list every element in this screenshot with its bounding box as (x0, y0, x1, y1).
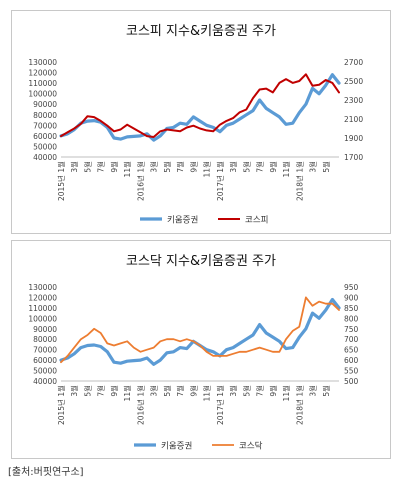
kosdaq-x-tick-label: 7월 (255, 385, 265, 397)
kosdaq-chart-svg: 코스닥 지수&키움증권 주가40000500006000070000800009… (28, 254, 359, 452)
source-caption: [출처:버핏연구소] (8, 467, 84, 478)
kospi-x-tick-label: 7월 (96, 161, 106, 173)
kospi-x-tick-label: 3월 (149, 161, 159, 173)
kosdaq-left-tick-label: 120000 (28, 293, 57, 302)
kosdaq-right-tick-label: 700 (344, 335, 359, 344)
kospi-right-tick-label: 2500 (344, 77, 363, 86)
kospi-x-tick-label: 9월 (268, 161, 278, 173)
kosdaq-left-tick-label: 110000 (28, 304, 57, 313)
kosdaq-series-kiwoom-line (59, 297, 341, 366)
kospi-x-tick-label: 7월 (175, 161, 185, 173)
kospi-left-tick-label: 70000 (33, 121, 57, 130)
kospi-chart-panel: 코스피 지수&키움증권 주가 40000 50000 60000 70000 80000 9… (11, 10, 391, 234)
kosdaq-left-tick-label: 60000 (33, 356, 57, 365)
kospi-x-tick-label: 11월 (122, 161, 132, 178)
kosdaq-x-tick-label: 5월 (321, 385, 331, 397)
kosdaq-x-tick-label: 7월 (96, 385, 106, 397)
kosdaq-right-tick-label: 950 (344, 283, 359, 292)
kosdaq-right-tick-label: 500 (344, 377, 359, 386)
kospi-x-tick-label: 5월 (321, 161, 331, 173)
kospi-right-tick-label: 2700 (344, 58, 363, 67)
kospi-right-tick-label: 2300 (344, 96, 363, 105)
kosdaq-x-tick-label: 3월 (308, 385, 318, 397)
kospi-x-tick-label: 7월 (255, 161, 265, 173)
kosdaq-x-tick-label: 3월 (69, 385, 79, 397)
kosdaq-chart-panel: 코스닥 지수&키움증권 주가 40000 50000 60000 70000 80000 9… (11, 240, 391, 459)
kospi-left-tick-label: 90000 (33, 100, 57, 109)
kosdaq-x-tick-label: 9월 (188, 385, 198, 397)
kospi-x-tick-label: 3월 (69, 161, 79, 173)
kosdaq-x-tick-label: 9월 (109, 385, 119, 397)
kospi-left-tick-label: 110000 (28, 79, 57, 88)
kospi-left-tick-label: 100000 (28, 90, 57, 99)
kosdaq-x-tick-label: 2015년 1월 (56, 385, 66, 425)
kosdaq-right-tick-label: 600 (344, 356, 359, 365)
kospi-right-tick-label: 1700 (344, 153, 363, 162)
kosdaq-x-tick-label: 9월 (268, 385, 278, 397)
kosdaq-left-tick-label: 100000 (28, 314, 57, 323)
kospi-x-tick-label: 3월 (308, 161, 318, 173)
kospi-legend-kiwoom-label: 키움증권 (167, 215, 198, 226)
kospi-left-tick-label: 60000 (33, 132, 57, 141)
kospi-x-tick-label: 5월 (241, 161, 251, 173)
kosdaq-legend-kiwoom-label: 키움증권 (161, 441, 192, 452)
kosdaq-x-tick-label: 5월 (162, 385, 172, 397)
kospi-left-tick-label: 50000 (33, 142, 57, 151)
kosdaq-x-tick-label: 11월 (281, 385, 291, 402)
kospi-x-tick-label: 9월 (188, 161, 198, 173)
kosdaq-x-tick-label: 11월 (122, 385, 132, 402)
kospi-x-tick-label: 5월 (162, 161, 172, 173)
kospi-left-tick-label: 130000 (28, 58, 57, 67)
kospi-x-tick-label: 9월 (109, 161, 119, 173)
kosdaq-left-tick-label: 130000 (28, 283, 57, 292)
kosdaq-left-tick-label: 80000 (33, 335, 57, 344)
kosdaq-x-tick-label: 3월 (149, 385, 159, 397)
kospi-title: 코스피 지수&키움증권 주가 (126, 24, 276, 39)
kosdaq-x-tick-label: 7월 (175, 385, 185, 397)
kosdaq-right-tick-label: 750 (344, 325, 359, 334)
kospi-legend-index-label: 코스피 (245, 216, 268, 226)
kospi-series-index-line (60, 73, 340, 138)
kosdaq-left-tick-label: 90000 (33, 325, 57, 334)
kosdaq-right-tick-label: 800 (344, 314, 359, 323)
kosdaq-left-tick-label: 50000 (33, 367, 57, 376)
kosdaq-right-tick-label: 900 (344, 293, 359, 302)
kospi-x-tick-label: 2017년 1월 (215, 161, 225, 201)
kosdaq-x-tick-label: 2018년 1월 (294, 385, 304, 425)
kosdaq-legend-index-label: 코스닥 (239, 441, 263, 452)
kosdaq-right-tick-label: 650 (344, 346, 359, 355)
kosdaq-right-tick-label: 850 (344, 304, 359, 313)
kosdaq-x-tick-label: 11월 (202, 385, 212, 402)
kosdaq-right-tick-label: 550 (344, 367, 359, 376)
kospi-x-tick-label: 11월 (281, 161, 291, 178)
kosdaq-title: 코스닥 지수&키움증권 주가 (126, 254, 276, 269)
kosdaq-x-tick-label: 3월 (228, 385, 238, 397)
kospi-left-tick-label: 120000 (28, 69, 57, 78)
kosdaq-left-tick-label: 70000 (33, 346, 57, 355)
kospi-x-tick-label: 3월 (228, 161, 238, 173)
kospi-x-tick-label: 2018년 1월 (294, 161, 304, 201)
kospi-right-tick-label: 2100 (344, 115, 363, 124)
kospi-left-tick-label: 40000 (33, 153, 57, 162)
kosdaq-series-index-line (60, 296, 340, 364)
kosdaq-left-tick-label: 40000 (33, 377, 57, 386)
kospi-x-tick-label: 2016년 1월 (135, 161, 145, 201)
kosdaq-x-tick-label: 2017년 1월 (215, 385, 225, 425)
kospi-x-tick-label: 2015년 1월 (56, 161, 66, 201)
kosdaq-x-tick-label: 5월 (241, 385, 251, 397)
kosdaq-x-tick-label: 2016년 1월 (135, 385, 145, 425)
kospi-right-tick-label: 1900 (344, 134, 363, 143)
kospi-x-tick-label: 5월 (82, 161, 92, 173)
kospi-series-kiwoom-line (59, 73, 341, 142)
kospi-x-tick-label: 11월 (202, 161, 212, 178)
kosdaq-x-tick-label: 5월 (82, 385, 92, 397)
kospi-left-tick-label: 80000 (33, 111, 57, 120)
